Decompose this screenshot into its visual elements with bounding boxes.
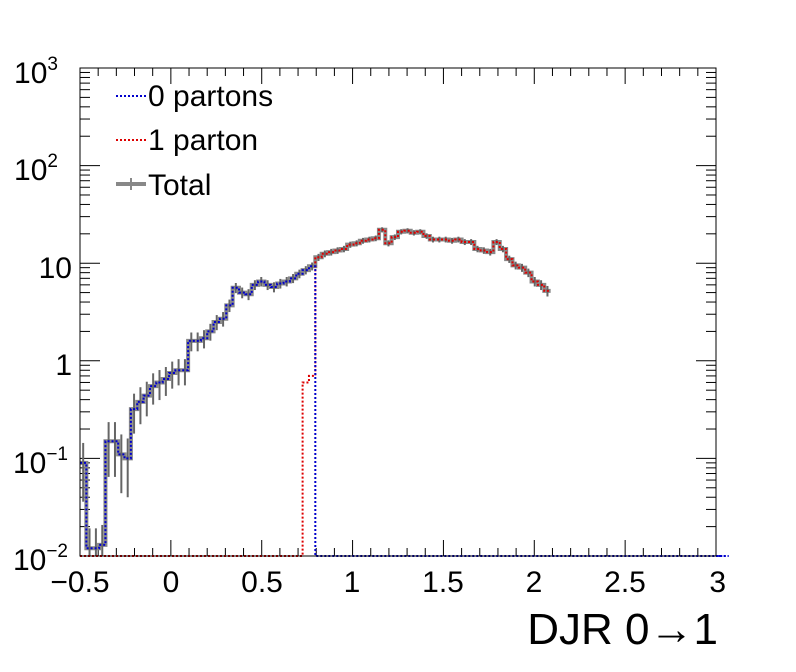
x-tick-label: 0.5 xyxy=(241,566,283,599)
legend-entry-0-partons: 0 partons xyxy=(116,80,273,113)
x-tick-label: −0.5 xyxy=(50,566,109,599)
legend-label-1-parton: 1 parton xyxy=(148,124,258,157)
plot-frame xyxy=(79,67,717,557)
y-tick-label: 1 xyxy=(55,349,72,382)
y-tick-label: 10−1 xyxy=(13,444,68,480)
x-tick-label: 3 xyxy=(709,566,726,599)
x-tick-label: 1.5 xyxy=(422,566,464,599)
series-layer xyxy=(80,227,729,557)
legend-label-0-partons: 0 partons xyxy=(148,80,273,113)
y-tick-label: 10−2 xyxy=(13,541,68,577)
legend-entry-1-parton: 1 parton xyxy=(116,124,258,157)
legend-label-total: Total xyxy=(148,169,211,202)
legend-entry-total: Total xyxy=(116,169,211,202)
y-tick-label: 102 xyxy=(14,151,58,187)
x-tick-label: 2.5 xyxy=(604,566,646,599)
x-tick-label: 2 xyxy=(526,566,543,599)
x-tick-label: 0 xyxy=(163,566,180,599)
series-line-0-partons xyxy=(80,265,729,557)
x-tick-label: 1 xyxy=(344,566,361,599)
legend: 0 partons 1 parton Total xyxy=(116,80,273,202)
x-axis-title: DJR 0→1 xyxy=(527,605,718,654)
y-tick-label: 103 xyxy=(14,54,58,90)
x-tick-labels: −0.5 0 0.5 1 1.5 2 2.5 3 xyxy=(50,566,726,599)
y-tick-labels: 10−2 10−1 1 10 102 103 xyxy=(13,54,72,577)
y-tick-label: 10 xyxy=(39,252,72,285)
